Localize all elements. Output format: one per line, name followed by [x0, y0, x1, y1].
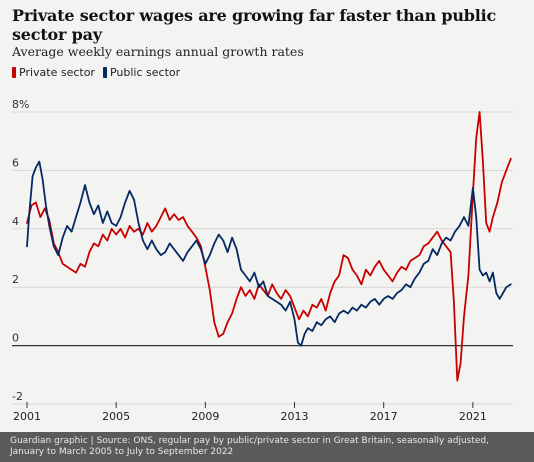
- private-sector-line: [26, 111, 512, 382]
- source-note: Guardian graphic | Source: ONS, regular …: [0, 432, 534, 462]
- legend-swatch-private: [12, 67, 16, 78]
- legend-item-public: Public sector: [102, 66, 181, 79]
- x-tick-label: 2005: [102, 410, 130, 423]
- x-tick-label: 2013: [281, 410, 309, 423]
- legend-label-public: Public sector: [109, 66, 181, 79]
- y-tick-label: 8%: [12, 98, 29, 111]
- line-chart: -2 0 2 4 6 8% 2001 2005 2009 2013 2017 2021: [12, 98, 513, 423]
- legend-item-private: Private sector: [12, 66, 95, 79]
- grid-lines: [12, 111, 513, 405]
- public-sector-line: [26, 160, 512, 347]
- y-tick-label: 0: [12, 332, 19, 345]
- y-tick-label: -2: [12, 390, 23, 403]
- legend: Private sector Public sector: [12, 66, 180, 79]
- x-tick-label: 2001: [13, 410, 41, 423]
- x-tick-labels: 2001 2005 2009 2013 2017 2021: [13, 402, 487, 423]
- legend-swatch-public: [102, 67, 107, 78]
- chart-subtitle: Average weekly earnings annual growth ra…: [12, 44, 304, 59]
- y-tick-label: 2: [12, 273, 19, 286]
- x-tick-label: 2009: [191, 410, 219, 423]
- y-tick-label: 6: [12, 156, 19, 169]
- chart-title: Private sector wages are growing far fas…: [12, 6, 497, 44]
- x-tick-label: 2021: [459, 410, 487, 423]
- legend-label-private: Private sector: [19, 66, 95, 79]
- series-lines: [26, 111, 512, 382]
- x-tick-label: 2017: [370, 410, 398, 423]
- y-tick-labels: -2 0 2 4 6 8%: [12, 98, 29, 403]
- y-tick-label: 4: [12, 215, 19, 228]
